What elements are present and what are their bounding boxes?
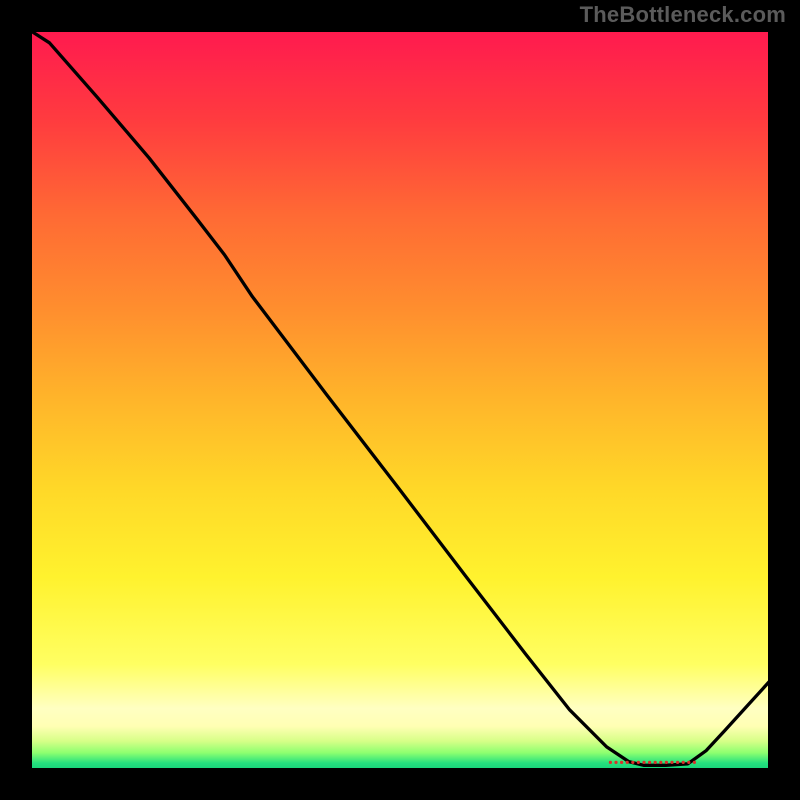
marker-dot	[682, 761, 685, 764]
marker-dot	[631, 761, 634, 764]
bottleneck-chart	[0, 0, 800, 800]
marker-dot	[637, 761, 640, 764]
marker-dot	[676, 761, 679, 764]
marker-dot	[648, 761, 651, 764]
plot-area	[31, 31, 769, 769]
marker-dot	[642, 761, 645, 764]
marker-dot	[693, 761, 696, 764]
marker-dot	[654, 761, 657, 764]
marker-dot	[609, 761, 612, 764]
marker-dot	[614, 761, 617, 764]
marker-dot	[659, 761, 662, 764]
marker-dot	[670, 761, 673, 764]
marker-dot	[687, 761, 690, 764]
marker-dot	[620, 761, 623, 764]
marker-dot	[626, 761, 629, 764]
marker-dot	[665, 761, 668, 764]
